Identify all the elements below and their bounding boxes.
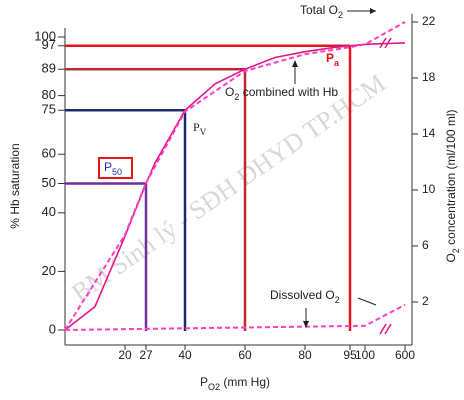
y-tick-label: 60 [42,146,56,161]
break-mark [379,323,387,335]
arrow-head [303,321,309,328]
annotation-sub: 50 [112,167,122,177]
y2-tick-label: 2 [422,294,429,308]
x-tick-label: 95 [343,348,357,362]
arrow-head [370,8,376,14]
y2-tick-label: 22 [422,14,436,28]
annotation-sub: a [334,58,340,68]
annotation-sub: V [200,127,207,137]
annotation-part: P [326,51,334,65]
x-title-part: (mm Hg) [220,375,270,389]
annotation: Dissolved O2 [270,288,340,305]
arrow-head [292,60,298,67]
annotation-part: Total O [300,3,338,17]
annotation-part: P [193,120,200,134]
break-mark [379,37,387,49]
annotation: Pa [326,51,340,68]
annotation: Total O2 [300,3,343,20]
x-title-part: P [200,375,208,389]
x-axis-title: PO2 (mm Hg) [200,375,270,392]
y-tick-label: 97 [42,37,56,52]
x-tick-label: 600 [395,348,415,362]
y2-title-sub: 2 [451,248,461,253]
y-tick-label: 50 [42,175,56,190]
y-tick-label: 75 [42,102,56,117]
y2-axis-title: O2 concentration (ml/100 ml) [444,109,461,262]
y2-title-part: O [444,253,458,262]
annotation-sub: 2 [338,10,343,20]
label-box [98,157,133,179]
annotation-part: Dissolved O [270,288,335,302]
annotation-part: combined with Hb [239,85,338,99]
break-mark [384,323,392,335]
y-tick-label: 20 [42,263,56,278]
x-tick-label: 100 [355,348,375,362]
annotation-sub: 2 [335,295,340,305]
arrow [357,297,377,306]
y-axis-title: % Hb saturation [8,143,22,228]
series-line [64,303,406,331]
x-title-sub: O2 [208,382,220,392]
y-tick-label: 80 [42,87,56,102]
annotation: O2 combined with Hb [225,85,338,102]
annotation: PV [193,120,207,137]
y-tick-label: 89 [42,61,56,76]
annotation: P50 [104,160,122,177]
y2-tick-label: 6 [422,238,429,252]
x-tick-label: 80 [298,348,312,362]
break-mark [384,37,392,49]
annotation-part: P [104,160,112,174]
y2-title-part: concentration (ml/100 ml) [444,109,458,248]
series-line [64,21,406,331]
y-tick-label: 40 [42,204,56,219]
x-tick-label: 60 [238,348,252,362]
y-tick-label: 0 [49,321,56,336]
y2-tick-label: 18 [422,70,436,84]
y-tick-label: 100 [34,28,56,43]
annotation-part: O [225,85,234,99]
y2-tick-label: 10 [422,182,436,196]
x-tick-label: 20 [118,348,132,362]
y2-tick-label: 14 [422,126,436,140]
x-tick-label: 27 [139,348,153,362]
x-tick-label: 40 [178,348,192,362]
annotation-sub: 2 [234,92,239,102]
axis-break [379,37,392,335]
